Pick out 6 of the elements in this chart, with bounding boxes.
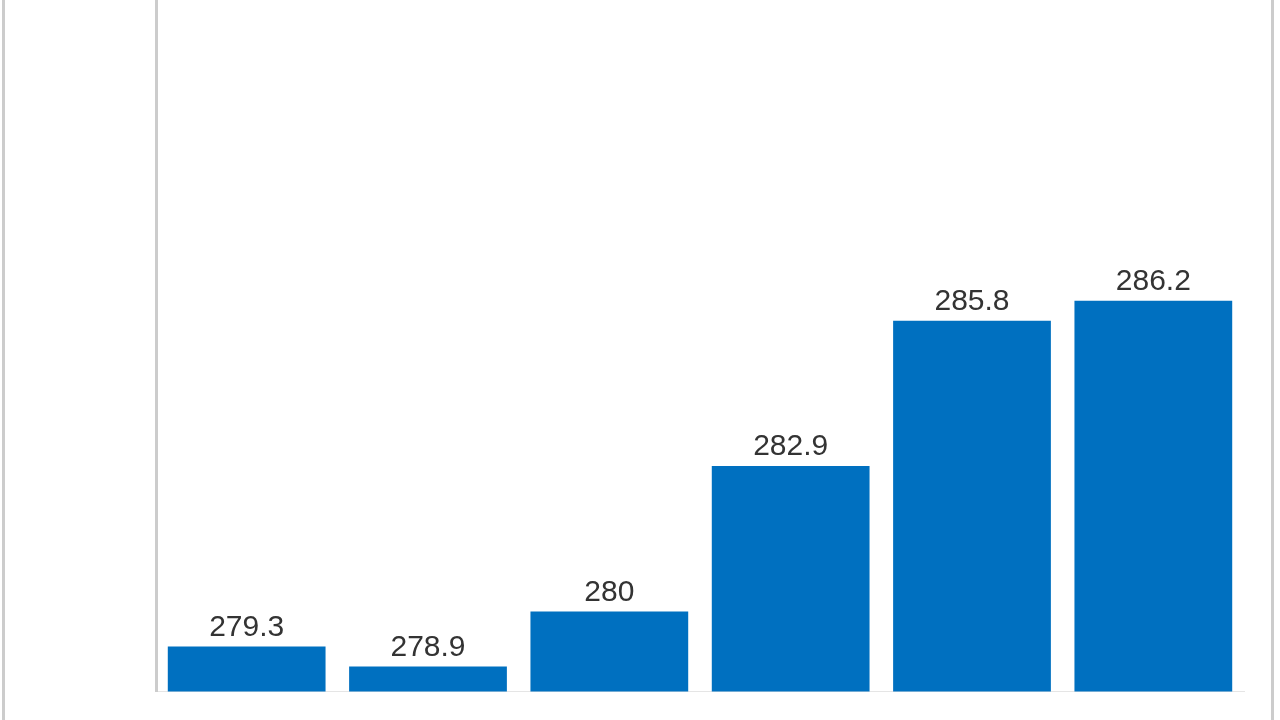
data-label: 280 [584,573,635,607]
data-label: 286.2 [1115,262,1191,296]
data-label: 282.9 [753,428,829,462]
data-label: 279.3 [209,608,285,642]
data-label: 278.9 [390,628,466,662]
data-label: 285.8 [934,283,1010,317]
